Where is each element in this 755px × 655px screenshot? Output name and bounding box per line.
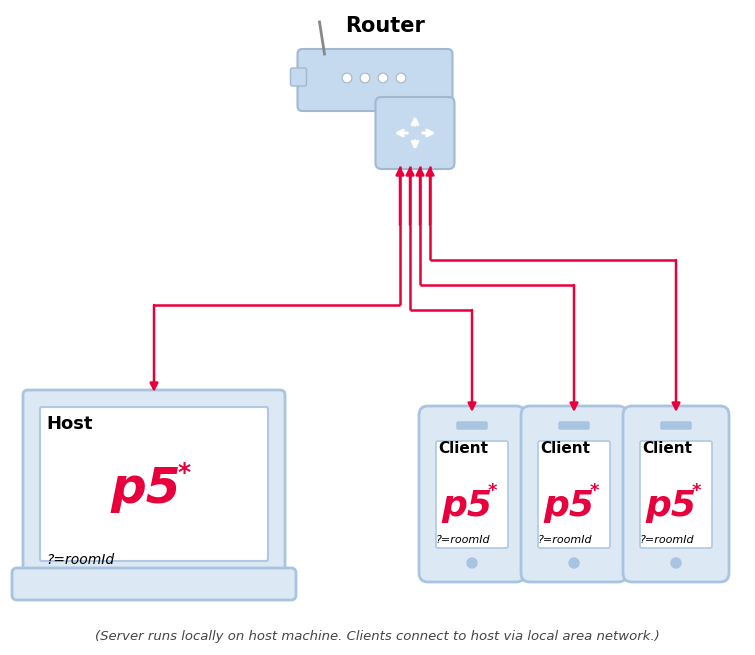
FancyBboxPatch shape xyxy=(40,407,268,561)
FancyBboxPatch shape xyxy=(640,441,712,548)
FancyBboxPatch shape xyxy=(521,406,627,582)
FancyBboxPatch shape xyxy=(538,441,610,548)
Text: ?=roomId: ?=roomId xyxy=(640,535,695,545)
Text: ?=roomId: ?=roomId xyxy=(538,535,593,545)
Text: Router: Router xyxy=(345,16,425,36)
FancyBboxPatch shape xyxy=(12,568,296,600)
Text: Client: Client xyxy=(642,441,692,456)
FancyBboxPatch shape xyxy=(297,49,452,111)
Circle shape xyxy=(342,73,352,83)
FancyBboxPatch shape xyxy=(23,390,285,578)
Text: Client: Client xyxy=(438,441,488,456)
Text: p5: p5 xyxy=(646,489,697,523)
Text: (Server runs locally on host machine. Clients connect to host via local area net: (Server runs locally on host machine. Cl… xyxy=(94,630,659,643)
Text: Host: Host xyxy=(46,415,93,433)
Circle shape xyxy=(360,73,370,83)
Circle shape xyxy=(378,73,388,83)
Circle shape xyxy=(467,558,477,568)
Text: *: * xyxy=(692,482,701,500)
FancyBboxPatch shape xyxy=(623,406,729,582)
FancyBboxPatch shape xyxy=(375,97,455,169)
Text: *: * xyxy=(177,461,190,485)
Text: ?=roomId: ?=roomId xyxy=(46,553,114,567)
Text: p5: p5 xyxy=(111,465,181,513)
FancyBboxPatch shape xyxy=(559,422,589,429)
Circle shape xyxy=(569,558,579,568)
Text: p5: p5 xyxy=(442,489,492,523)
Text: p5: p5 xyxy=(544,489,594,523)
Text: *: * xyxy=(487,482,497,500)
Text: ?=roomId: ?=roomId xyxy=(436,535,491,545)
Circle shape xyxy=(671,558,681,568)
FancyBboxPatch shape xyxy=(419,406,525,582)
Text: *: * xyxy=(589,482,599,500)
Text: Client: Client xyxy=(540,441,590,456)
FancyBboxPatch shape xyxy=(436,441,508,548)
Circle shape xyxy=(396,73,406,83)
FancyBboxPatch shape xyxy=(661,422,691,429)
FancyBboxPatch shape xyxy=(291,68,307,86)
FancyBboxPatch shape xyxy=(457,422,487,429)
